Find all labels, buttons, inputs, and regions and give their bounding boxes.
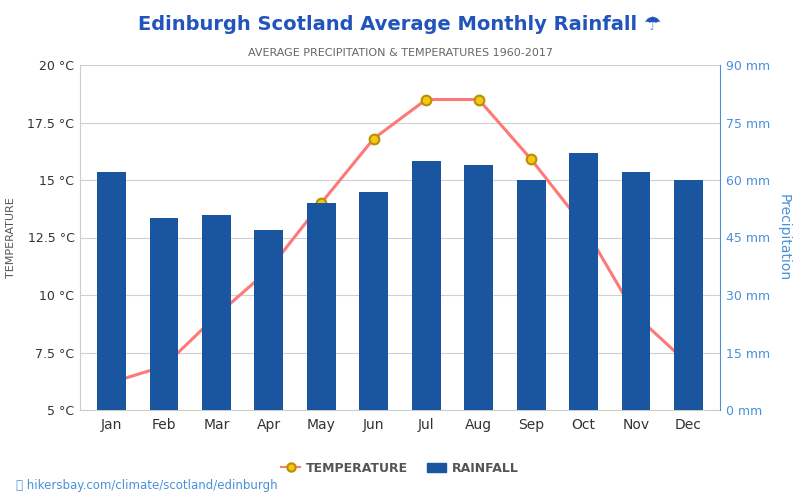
Bar [412, 161, 441, 410]
Legend: TEMPERATURE, RAINFALL: TEMPERATURE, RAINFALL [276, 456, 524, 479]
Bar [622, 172, 650, 410]
Text: Edinburgh Scotland Average Monthly Rainfall ☂: Edinburgh Scotland Average Monthly Rainf… [138, 15, 662, 34]
Bar [517, 180, 546, 410]
Y-axis label: TEMPERATURE: TEMPERATURE [6, 197, 16, 278]
Bar [307, 203, 336, 410]
Bar [569, 153, 598, 410]
Bar [359, 192, 388, 410]
Y-axis label: Precipitation: Precipitation [777, 194, 790, 281]
Text: AVERAGE PRECIPITATION & TEMPERATURES 1960-2017: AVERAGE PRECIPITATION & TEMPERATURES 196… [247, 48, 553, 58]
Text: 📍 hikersbay.com/climate/scotland/edinburgh: 📍 hikersbay.com/climate/scotland/edinbur… [16, 480, 278, 492]
Bar [464, 164, 493, 410]
Bar [674, 180, 703, 410]
Bar [97, 172, 126, 410]
Bar [202, 214, 231, 410]
Bar [150, 218, 178, 410]
Bar [254, 230, 283, 410]
